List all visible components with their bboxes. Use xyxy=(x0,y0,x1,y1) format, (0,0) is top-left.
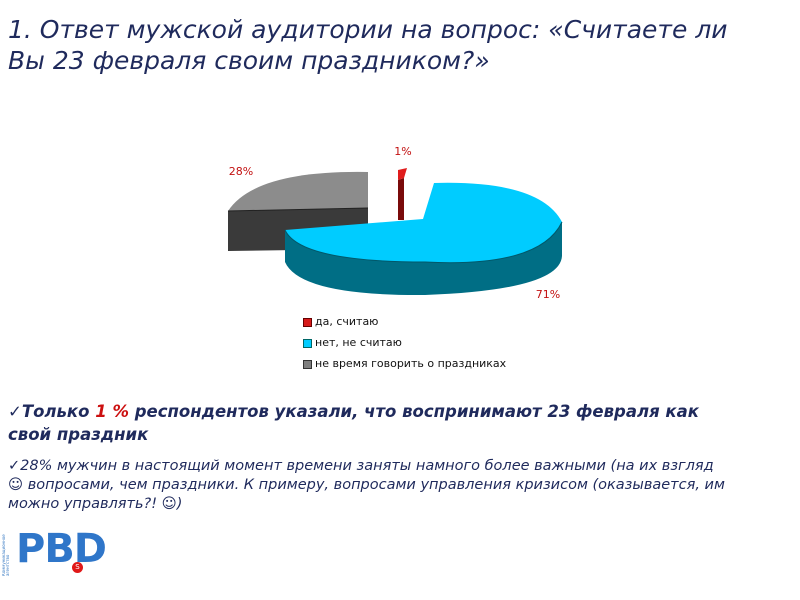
title-line-2: Вы 23 февраля своим праздником?» xyxy=(8,46,490,75)
bullet-1-highlight: 1 % xyxy=(95,402,129,421)
page-title: 1. Ответ мужской аудитории на вопрос: «С… xyxy=(8,14,798,76)
bullet-1-post: респондентов указали, что воспринимают 2… xyxy=(128,402,699,421)
slice-28-edge xyxy=(227,207,369,212)
logo-side-text: Коммуникационное агентство xyxy=(2,534,10,576)
slice-1-face xyxy=(398,168,407,180)
bullet-2-line-2: ☺ вопросами, чем праздники. К примеру, в… xyxy=(8,477,725,493)
title-line-1: 1. Ответ мужской аудитории на вопрос: «С… xyxy=(8,15,728,44)
checkmark-icon: ✓ xyxy=(8,458,21,474)
slice-71-outline xyxy=(284,221,563,264)
company-logo: Коммуникационное агентство PBD S xyxy=(2,526,107,580)
bullet-point-2: ✓28% мужчин в настоящий момент времени з… xyxy=(8,457,788,514)
pie-slice-1 xyxy=(398,168,407,220)
logo-badge: S xyxy=(72,562,83,573)
legend-swatch-cyan xyxy=(303,339,312,348)
bullet-point-1: ✓Только 1 % респондентов указали, что во… xyxy=(8,400,788,446)
legend-label-no: нет, не считаю xyxy=(315,336,402,349)
data-label-71: 71% xyxy=(536,288,560,301)
bullet-1-pre: Только xyxy=(21,402,96,421)
pie-chart: 1% 28% 71% xyxy=(227,145,563,301)
data-label-28: 28% xyxy=(229,165,253,178)
data-label-1: 1% xyxy=(394,145,411,158)
bullet-1-line-2: свой праздник xyxy=(8,425,149,444)
slice-71-side xyxy=(285,222,562,296)
legend-swatch-gray xyxy=(303,360,312,369)
checkmark-icon: ✓ xyxy=(8,402,22,421)
bullet-2-line-1: 28% мужчин в настоящий момент времени за… xyxy=(20,458,714,474)
slice-71-face xyxy=(285,182,562,263)
legend-label-no-time: не время говорить о праздниках xyxy=(315,357,507,370)
legend-label-yes: да, считаю xyxy=(315,315,379,328)
slice-28-face xyxy=(228,171,368,211)
logo-text: PBD xyxy=(16,526,107,572)
legend-swatch-red xyxy=(303,318,312,327)
pie-slice-71 xyxy=(284,182,563,296)
slice-1-side xyxy=(398,178,404,220)
bullet-2-line-3: можно управлять?! ☺) xyxy=(8,496,183,512)
